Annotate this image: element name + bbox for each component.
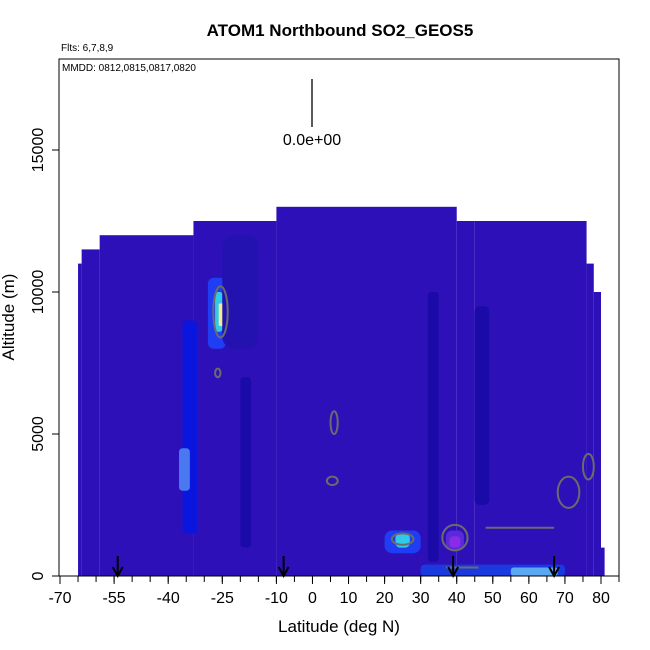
- y-tick-label: 15000: [30, 128, 47, 173]
- x-tick-label: 20: [376, 590, 394, 607]
- contour-0: [212, 285, 229, 339]
- y-tick-label: 0: [30, 571, 47, 580]
- heat-patch-7: [427, 292, 439, 562]
- dates-note: MMDD: 0812,0815,0817,0820: [62, 63, 196, 74]
- y-axis: 0 5000 10000 15000: [30, 128, 60, 580]
- x-tick-label: 30: [412, 590, 430, 607]
- x-tick-label: 70: [556, 590, 574, 607]
- x-tick-label: 40: [448, 590, 466, 607]
- x-tick-label: 50: [484, 590, 502, 607]
- heat-patch-5: [240, 377, 252, 548]
- contour-3: [325, 475, 339, 487]
- chart-title: ATOM1 Northbound SO2_GEOS5: [207, 21, 474, 40]
- scale-label: 0.0e+00: [283, 132, 341, 149]
- curtain-column-0: [78, 263, 82, 576]
- x-tick-label: 10: [340, 590, 358, 607]
- y-tick-label: 5000: [30, 416, 47, 452]
- curtain-column-6: [474, 221, 587, 576]
- contour-6: [556, 475, 581, 509]
- curtain-column-8: [593, 292, 601, 576]
- y-axis-label: Altitude (m): [0, 274, 18, 361]
- curtain-column-1: [81, 249, 100, 576]
- x-axis: -70 -55 -40 -25 -10 0 10 20 30 40 50 60 70 80: [48, 575, 620, 607]
- x-tick-label: -25: [211, 590, 234, 607]
- x-axis-label: Latitude (deg N): [278, 617, 400, 636]
- heat-patch-14: [510, 567, 558, 576]
- heat-patch-12: [449, 536, 461, 548]
- contour-1: [214, 367, 222, 379]
- x-tick-label: -55: [103, 590, 126, 607]
- heat-patch-8: [474, 306, 490, 505]
- x-tick-label: 80: [592, 590, 610, 607]
- curtain-column-9: [601, 547, 605, 576]
- contour-5: [441, 523, 469, 552]
- x-tick-label: -10: [265, 590, 288, 607]
- heat-patch-6: [222, 235, 259, 349]
- x-tick-label: 0: [308, 590, 317, 607]
- y-tick-label: 10000: [30, 270, 47, 315]
- heat-patch-0: [182, 320, 198, 534]
- x-tick-label: 60: [520, 590, 538, 607]
- plot-area: [78, 206, 605, 579]
- heat-patch-1: [179, 448, 190, 491]
- curtain-column-2: [99, 235, 194, 576]
- contour-2: [329, 410, 339, 436]
- contour-7: [581, 452, 595, 481]
- flights-note: Flts: 6,7,8,9: [61, 43, 114, 54]
- x-tick-label: -40: [157, 590, 180, 607]
- curtain-column-5: [456, 221, 475, 576]
- contour-4: [390, 532, 415, 546]
- curtain-column-4: [276, 206, 457, 577]
- curtain-column-7: [586, 263, 594, 576]
- x-tick-label: -70: [48, 590, 71, 607]
